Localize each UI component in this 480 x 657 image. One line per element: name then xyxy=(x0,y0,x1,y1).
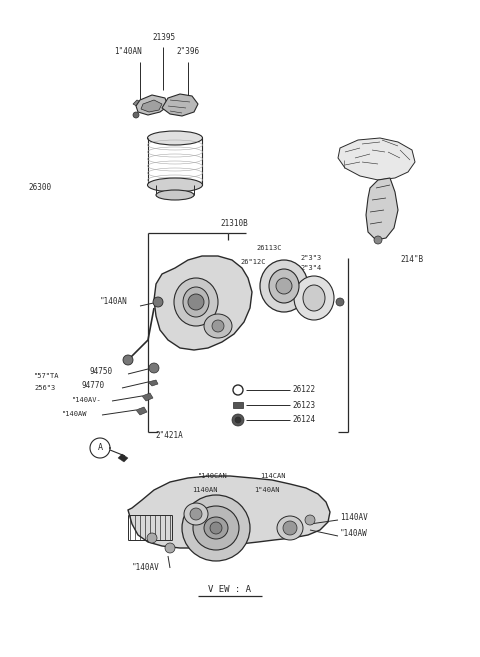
Text: "140CAN: "140CAN xyxy=(198,473,228,479)
Text: V EW : A: V EW : A xyxy=(208,585,252,595)
Circle shape xyxy=(305,515,315,525)
Circle shape xyxy=(212,320,224,332)
Circle shape xyxy=(153,297,163,307)
Polygon shape xyxy=(338,138,415,180)
Circle shape xyxy=(336,298,344,306)
Polygon shape xyxy=(136,407,147,415)
Ellipse shape xyxy=(277,516,303,540)
Circle shape xyxy=(149,363,159,373)
Text: 94750: 94750 xyxy=(90,367,113,376)
Ellipse shape xyxy=(147,178,203,192)
Polygon shape xyxy=(128,476,330,548)
Text: 2"396: 2"396 xyxy=(176,47,199,57)
Text: 114CAN: 114CAN xyxy=(260,473,286,479)
Text: 26124: 26124 xyxy=(292,415,315,424)
Ellipse shape xyxy=(147,131,203,145)
Circle shape xyxy=(190,508,202,520)
Circle shape xyxy=(374,236,382,244)
Text: 2"3"4: 2"3"4 xyxy=(300,265,321,271)
Text: "140AW: "140AW xyxy=(62,411,87,417)
Circle shape xyxy=(188,294,204,310)
Polygon shape xyxy=(133,100,143,108)
Circle shape xyxy=(147,533,157,543)
Polygon shape xyxy=(142,393,153,401)
Polygon shape xyxy=(366,178,398,240)
Ellipse shape xyxy=(204,314,232,338)
Polygon shape xyxy=(141,100,162,112)
Polygon shape xyxy=(136,95,168,115)
Text: 1"40AN: 1"40AN xyxy=(114,47,142,57)
Text: "140AN: "140AN xyxy=(100,298,128,307)
Text: A: A xyxy=(97,443,103,453)
Text: "140AW: "140AW xyxy=(340,530,368,539)
Text: 1140AN: 1140AN xyxy=(192,487,217,493)
Bar xyxy=(233,402,243,408)
Text: 214"B: 214"B xyxy=(400,256,423,265)
Text: 21310B: 21310B xyxy=(220,219,248,229)
Text: 26123: 26123 xyxy=(292,401,315,409)
Circle shape xyxy=(232,414,244,426)
Ellipse shape xyxy=(182,495,250,561)
Circle shape xyxy=(276,278,292,294)
Circle shape xyxy=(165,543,175,553)
Polygon shape xyxy=(118,454,128,462)
Text: 26"12C: 26"12C xyxy=(240,259,265,265)
Ellipse shape xyxy=(294,276,334,320)
Ellipse shape xyxy=(193,506,239,550)
Text: 21395: 21395 xyxy=(152,34,175,43)
Circle shape xyxy=(123,355,133,365)
Text: "57"TA: "57"TA xyxy=(34,373,60,379)
Text: "140AV-: "140AV- xyxy=(72,397,102,403)
Polygon shape xyxy=(162,94,198,116)
Circle shape xyxy=(235,417,241,423)
Text: 256"3: 256"3 xyxy=(34,385,55,391)
Ellipse shape xyxy=(156,190,194,200)
Text: 26122: 26122 xyxy=(292,386,315,394)
Circle shape xyxy=(283,521,297,535)
Ellipse shape xyxy=(269,269,299,303)
Text: 26113C: 26113C xyxy=(256,245,281,251)
Text: 2"3"3: 2"3"3 xyxy=(300,255,321,261)
Polygon shape xyxy=(148,380,158,386)
Text: 1140AV: 1140AV xyxy=(340,514,368,522)
Text: 26300: 26300 xyxy=(28,183,51,193)
Circle shape xyxy=(133,112,139,118)
Circle shape xyxy=(210,522,222,534)
Ellipse shape xyxy=(183,287,209,317)
Ellipse shape xyxy=(204,517,228,539)
Text: 2"421A: 2"421A xyxy=(155,432,183,440)
Ellipse shape xyxy=(303,285,325,311)
Ellipse shape xyxy=(260,260,308,312)
Polygon shape xyxy=(154,256,252,350)
Ellipse shape xyxy=(174,278,218,326)
Text: "140AV: "140AV xyxy=(132,564,160,572)
Text: 1"40AN: 1"40AN xyxy=(254,487,279,493)
Ellipse shape xyxy=(184,503,208,525)
Text: 94770: 94770 xyxy=(82,382,105,390)
